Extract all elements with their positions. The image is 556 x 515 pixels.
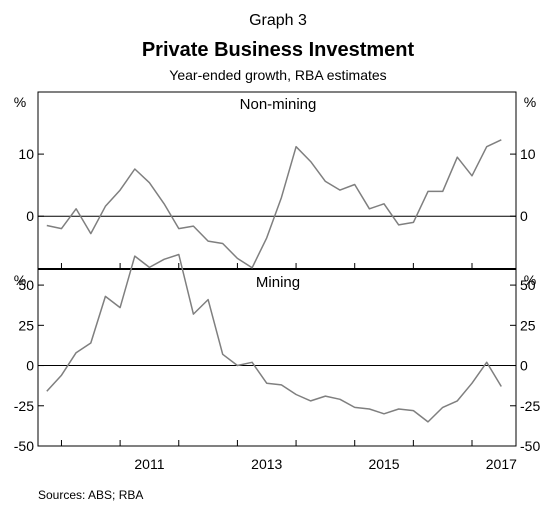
- unit-label-right-top: %: [524, 94, 536, 110]
- y-tick-label-right-mining: 50: [520, 277, 536, 293]
- panel-title-mining: Mining: [256, 274, 300, 291]
- chart-title: Private Business Investment: [142, 39, 415, 61]
- x-tick-label: 2013: [251, 456, 282, 472]
- chart-subtitle: Year-ended growth, RBA estimates: [169, 67, 386, 83]
- y-tick-label-left-mining: 25: [18, 317, 34, 333]
- x-tick-label: 2011: [134, 456, 164, 472]
- panel-title-non-mining: Non-mining: [240, 96, 317, 113]
- unit-label-right-bottom: %: [524, 272, 536, 288]
- series-line-non-mining: [46, 139, 502, 269]
- y-tick-label-right-mining: 0: [520, 358, 528, 374]
- y-tick-label-left-mining: -25: [14, 398, 34, 414]
- y-tick-label-right-mining: -25: [520, 398, 540, 414]
- y-tick-label-right-mining: -50: [520, 438, 540, 454]
- y-tick-label-left-non-mining: 10: [18, 146, 34, 162]
- y-tick-label-left-mining: 50: [18, 277, 34, 293]
- y-tick-label-right-mining: 25: [520, 317, 536, 333]
- y-tick-label-right-non-mining: 0: [520, 208, 528, 224]
- y-tick-label-left-non-mining: 0: [26, 208, 34, 224]
- panel-mining: 50 50 25 25 0 0 -25 -25 -50 -50: [14, 253, 540, 454]
- y-tick-label-right-non-mining: 10: [520, 146, 536, 162]
- x-tick-label: 2015: [368, 456, 399, 472]
- x-tick-label: 2017: [486, 456, 517, 472]
- x-axis: 2011 2013 2015 2017: [60, 263, 517, 472]
- panel-non-mining: 10 10 0 0: [18, 139, 536, 269]
- unit-label-left-bottom: %: [14, 272, 26, 288]
- y-tick-label-left-mining: 0: [26, 358, 34, 374]
- y-tick-label-left-mining: -50: [14, 438, 34, 454]
- series-line-mining: [46, 253, 502, 423]
- source-note: Sources: ABS; RBA: [38, 488, 143, 502]
- unit-label-left-top: %: [14, 94, 26, 110]
- graph-number: Graph 3: [249, 12, 307, 29]
